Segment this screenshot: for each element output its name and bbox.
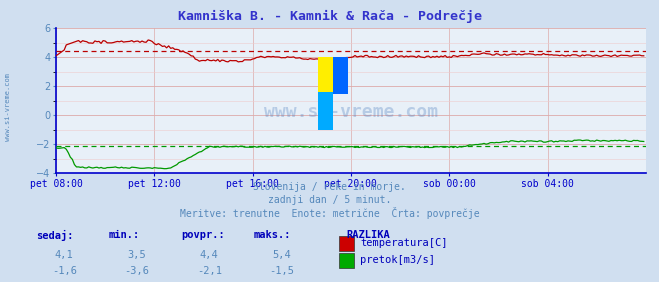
Text: -2,1: -2,1	[197, 266, 221, 276]
Text: temperatura[C]: temperatura[C]	[360, 238, 448, 248]
Text: -3,6: -3,6	[125, 266, 149, 276]
Text: 4,1: 4,1	[55, 250, 74, 259]
Text: maks.:: maks.:	[254, 230, 291, 240]
Text: -1,6: -1,6	[52, 266, 76, 276]
Bar	[333, 57, 348, 94]
Text: -1,5: -1,5	[270, 266, 294, 276]
Text: 5,4: 5,4	[272, 250, 291, 259]
Text: Kamniška B. - Kamnik & Rača - Podrečje: Kamniška B. - Kamnik & Rača - Podrečje	[177, 10, 482, 23]
Text: www.si-vreme.com: www.si-vreme.com	[264, 103, 438, 122]
Text: sedaj:: sedaj:	[36, 230, 74, 241]
Bar	[318, 57, 333, 94]
Text: min.:: min.:	[109, 230, 140, 240]
Text: pretok[m3/s]: pretok[m3/s]	[360, 255, 436, 265]
Text: RAZLIKA: RAZLIKA	[346, 230, 389, 240]
Text: 3,5: 3,5	[127, 250, 146, 259]
Text: 4,4: 4,4	[200, 250, 219, 259]
Text: www.si-vreme.com: www.si-vreme.com	[5, 73, 11, 141]
Text: Meritve: trenutne  Enote: metrične  Črta: povprečje: Meritve: trenutne Enote: metrične Črta: …	[180, 207, 479, 219]
Text: zadnji dan / 5 minut.: zadnji dan / 5 minut.	[268, 195, 391, 204]
Text: povpr.:: povpr.:	[181, 230, 225, 240]
Bar	[318, 92, 333, 130]
Text: Slovenija / reke in morje.: Slovenija / reke in morje.	[253, 182, 406, 192]
